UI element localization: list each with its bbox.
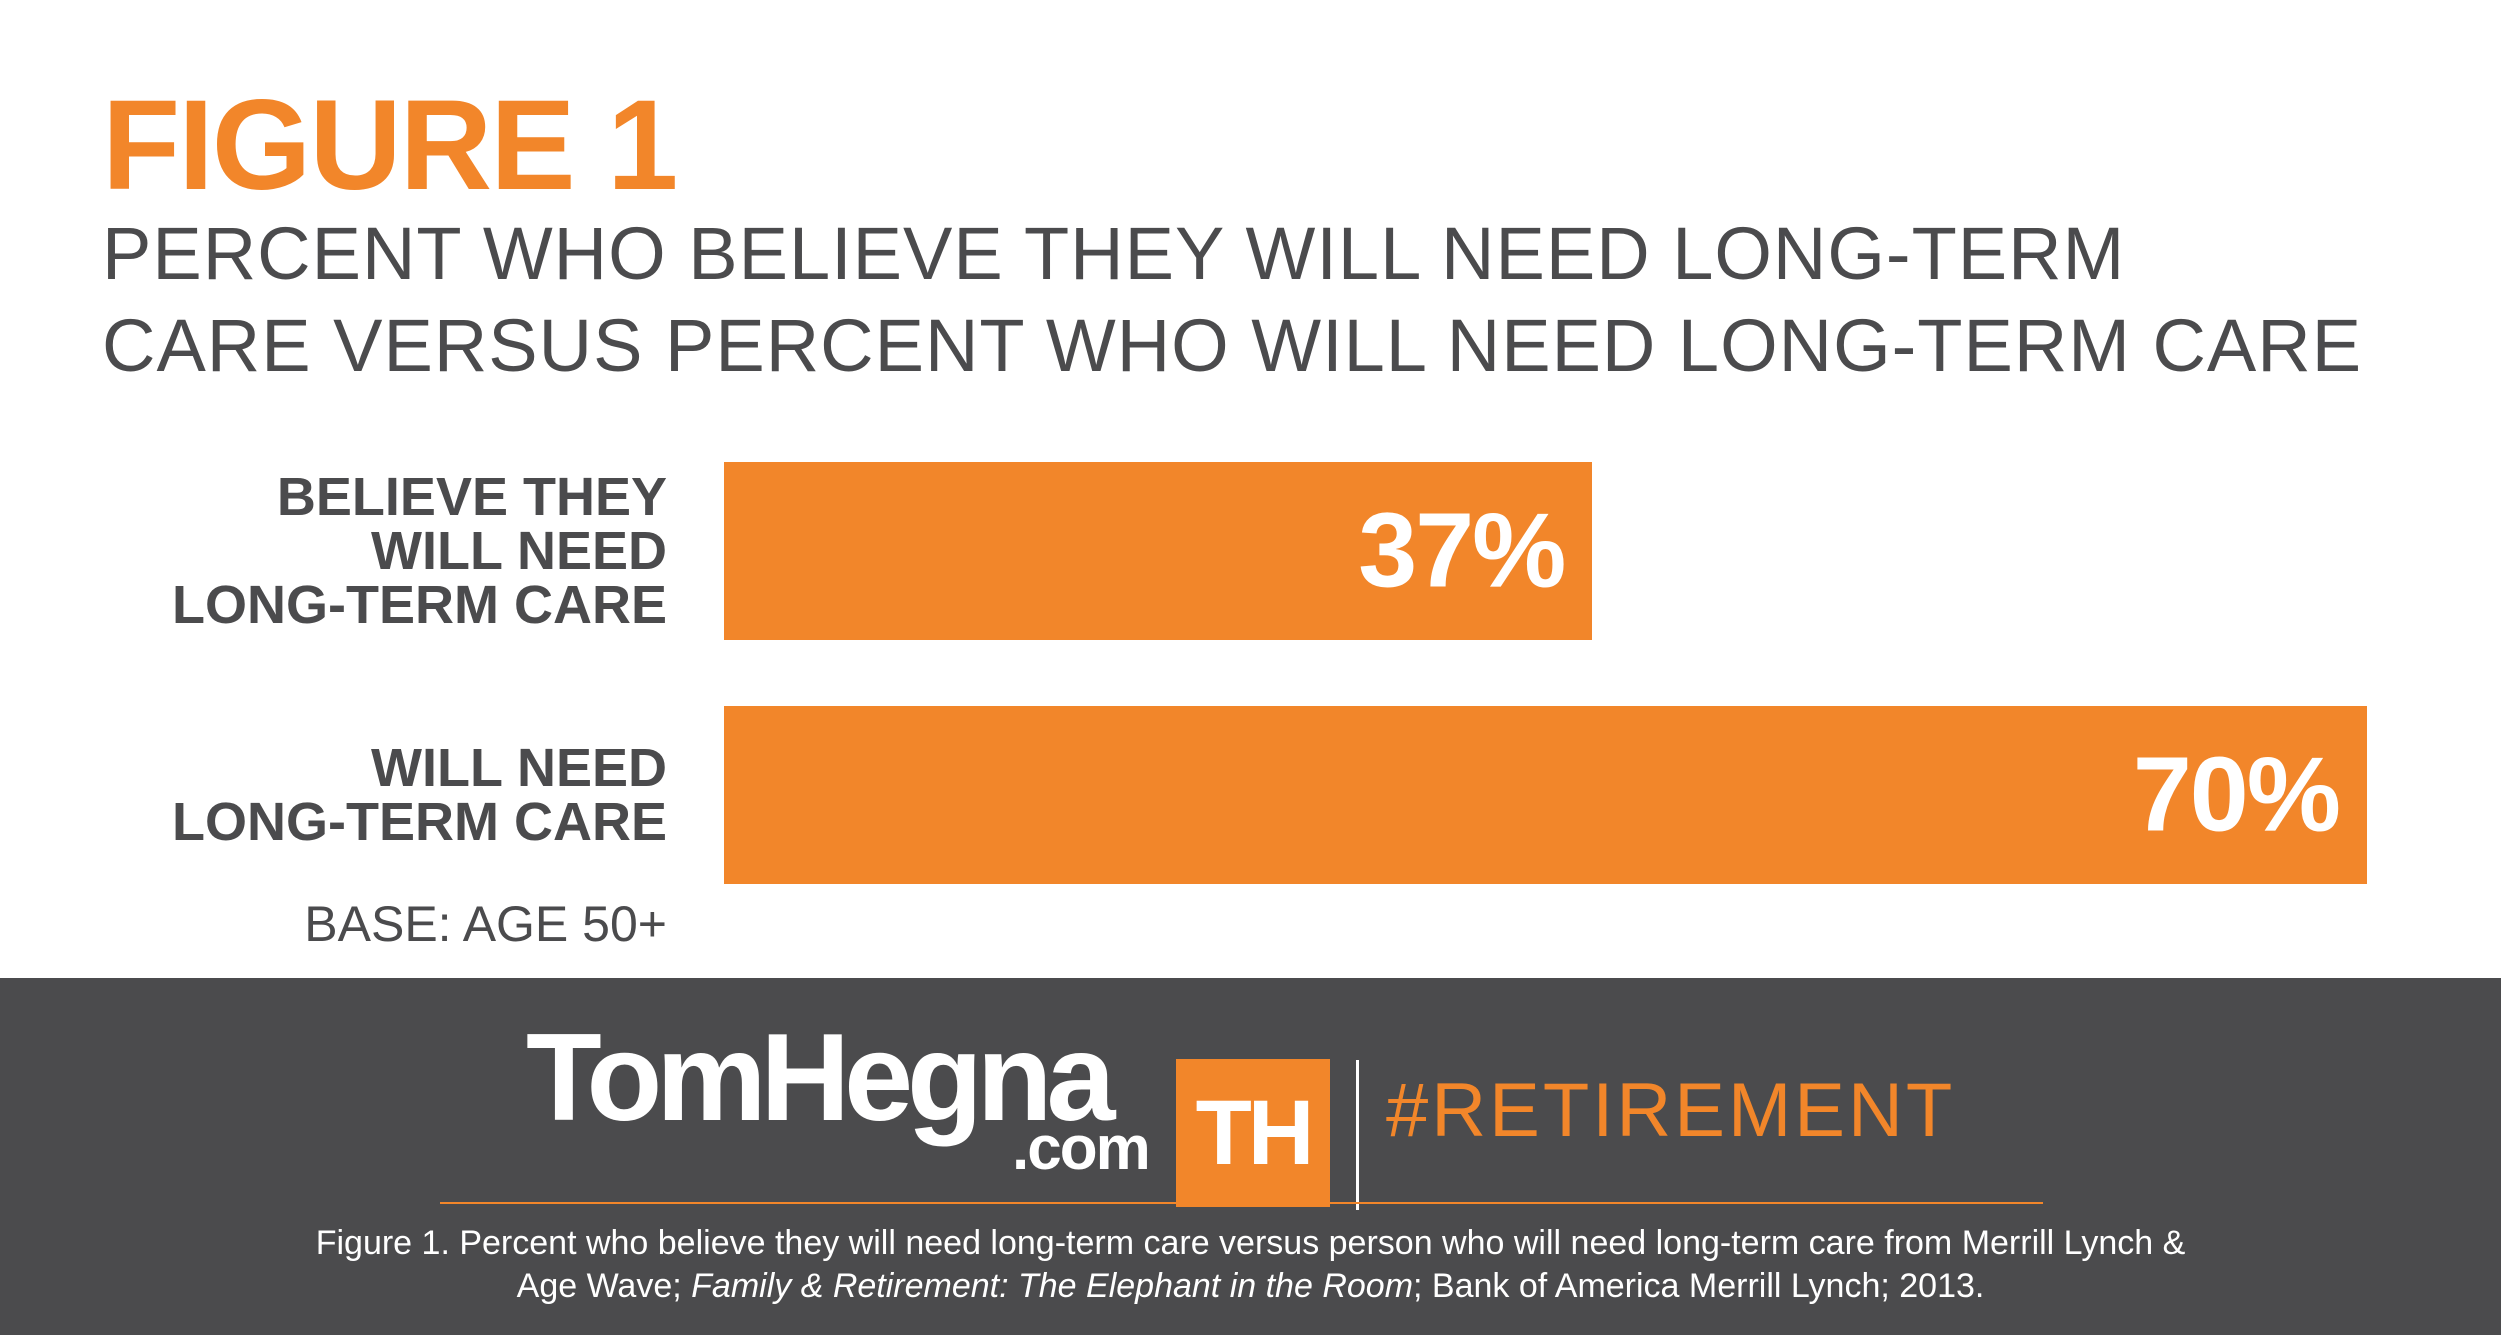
bar-value-label: 70% xyxy=(2132,735,2341,854)
caption-line-2-post: ; Bank of America Merrill Lynch; 2013. xyxy=(1413,1267,1985,1305)
figure-label: FIGURE 1 xyxy=(102,74,678,217)
subtitle-line-1: PERCENT WHO BELIEVE THEY WILL NEED LONG-… xyxy=(102,212,2126,295)
hashtag-retirement: #RETIREMENT xyxy=(1386,1068,1956,1153)
brand-logo-domain: .com xyxy=(1012,1114,1151,1183)
caption-line-2: Age Wave; Family & Retirement: The Eleph… xyxy=(160,1265,2341,1308)
caption-publication-title: Family & Retirement: The Elephant in the… xyxy=(691,1267,1414,1305)
chart-subtitle: PERCENT WHO BELIEVE THEY WILL NEED LONG-… xyxy=(102,208,2402,392)
bar: 70% xyxy=(724,706,2367,884)
footer: TomHegna .com TH #RETIREMENT Figure 1. P… xyxy=(0,978,2501,1335)
footer-rule xyxy=(440,1202,2043,1204)
bar: 37% xyxy=(724,462,1593,640)
brand-logo-wordmark: TomHegna xyxy=(526,1009,1116,1147)
source-caption: Figure 1. Percent who believe they will … xyxy=(160,1222,2341,1308)
subtitle-line-2: CARE VERSUS PERCENT WHO WILL NEED LONG-T… xyxy=(102,304,2363,387)
th-logo-icon: TH xyxy=(1176,1059,1330,1207)
footer-divider xyxy=(1356,1060,1359,1210)
caption-line-1: Figure 1. Percent who believe they will … xyxy=(315,1224,2186,1262)
category-label: BELIEVE THEY WILL NEED LONG-TERM CARE xyxy=(172,467,667,635)
category-label: WILL NEED LONG-TERM CARE xyxy=(172,738,667,852)
caption-line-2-pre: Age Wave; xyxy=(516,1267,692,1305)
base-note: BASE: AGE 50+ xyxy=(304,896,667,952)
bar-value-label: 37% xyxy=(1358,491,1566,610)
bar-chart: BELIEVE THEY WILL NEED LONG-TERM CARE 37%… xyxy=(172,462,2367,884)
